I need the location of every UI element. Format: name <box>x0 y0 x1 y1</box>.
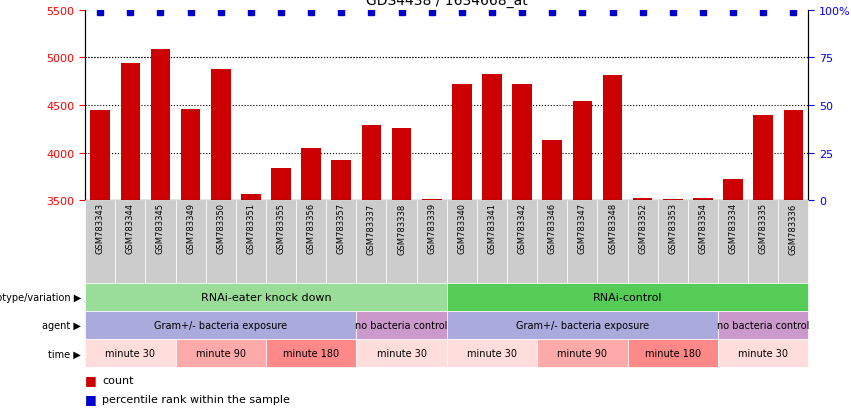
Bar <box>694 199 713 201</box>
Text: Gram+/- bacteria exposure: Gram+/- bacteria exposure <box>154 320 288 330</box>
Bar <box>542 141 562 201</box>
Text: no bacteria control: no bacteria control <box>717 320 809 330</box>
Text: minute 30: minute 30 <box>738 349 788 358</box>
Bar <box>723 180 743 201</box>
Text: GSM783350: GSM783350 <box>216 203 226 254</box>
Text: minute 180: minute 180 <box>645 349 701 358</box>
Text: GSM783344: GSM783344 <box>126 203 134 254</box>
Bar <box>663 200 683 201</box>
Bar <box>121 64 140 201</box>
Bar <box>90 111 110 201</box>
Text: minute 30: minute 30 <box>376 349 426 358</box>
Text: GSM783340: GSM783340 <box>457 203 466 254</box>
Bar <box>271 169 291 201</box>
Text: ■: ■ <box>85 373 97 387</box>
Text: GSM783339: GSM783339 <box>427 203 437 254</box>
Bar <box>483 74 502 201</box>
Text: count: count <box>102 375 134 385</box>
Title: GDS4438 / 1634668_at: GDS4438 / 1634668_at <box>366 0 528 8</box>
Text: minute 30: minute 30 <box>106 349 156 358</box>
Text: GSM783346: GSM783346 <box>548 203 557 254</box>
Text: GSM783336: GSM783336 <box>789 203 798 254</box>
Text: GSM783357: GSM783357 <box>337 203 346 254</box>
Bar <box>784 111 803 201</box>
Bar <box>180 109 200 201</box>
Text: GSM783347: GSM783347 <box>578 203 587 254</box>
Text: minute 90: minute 90 <box>196 349 246 358</box>
Bar <box>633 199 653 201</box>
Text: agent ▶: agent ▶ <box>42 320 81 330</box>
Bar <box>241 195 260 201</box>
Text: GSM783338: GSM783338 <box>397 203 406 254</box>
Text: genotype/variation ▶: genotype/variation ▶ <box>0 292 81 302</box>
Bar <box>211 70 231 201</box>
Text: GSM783345: GSM783345 <box>156 203 165 254</box>
Text: RNAi-control: RNAi-control <box>593 292 662 302</box>
Bar <box>332 161 351 201</box>
Text: GSM783343: GSM783343 <box>95 203 105 254</box>
Text: Gram+/- bacteria exposure: Gram+/- bacteria exposure <box>516 320 649 330</box>
Bar <box>573 102 592 201</box>
Bar <box>603 75 622 201</box>
Bar <box>422 200 442 201</box>
Text: RNAi-eater knock down: RNAi-eater knock down <box>201 292 331 302</box>
Text: percentile rank within the sample: percentile rank within the sample <box>102 394 290 404</box>
Text: minute 180: minute 180 <box>283 349 340 358</box>
Text: GSM783349: GSM783349 <box>186 203 195 254</box>
Text: GSM783348: GSM783348 <box>608 203 617 254</box>
Text: time ▶: time ▶ <box>49 349 81 358</box>
Bar <box>753 116 773 201</box>
Bar <box>362 126 381 201</box>
Text: GSM783335: GSM783335 <box>759 203 768 254</box>
Bar <box>512 85 532 201</box>
Bar <box>452 85 471 201</box>
Text: no bacteria control: no bacteria control <box>356 320 448 330</box>
Text: GSM783356: GSM783356 <box>306 203 316 254</box>
Text: ■: ■ <box>85 392 97 405</box>
Text: GSM783352: GSM783352 <box>638 203 647 254</box>
Text: minute 90: minute 90 <box>557 349 608 358</box>
Text: GSM783342: GSM783342 <box>517 203 527 254</box>
Text: GSM783354: GSM783354 <box>699 203 707 254</box>
Text: GSM783351: GSM783351 <box>247 203 255 254</box>
Text: GSM783337: GSM783337 <box>367 203 376 254</box>
Bar <box>391 128 411 201</box>
Text: minute 30: minute 30 <box>467 349 517 358</box>
Text: GSM783355: GSM783355 <box>277 203 285 254</box>
Text: GSM783353: GSM783353 <box>668 203 677 254</box>
Text: GSM783334: GSM783334 <box>728 203 738 254</box>
Bar <box>301 148 321 201</box>
Bar <box>151 50 170 201</box>
Text: GSM783341: GSM783341 <box>488 203 496 254</box>
